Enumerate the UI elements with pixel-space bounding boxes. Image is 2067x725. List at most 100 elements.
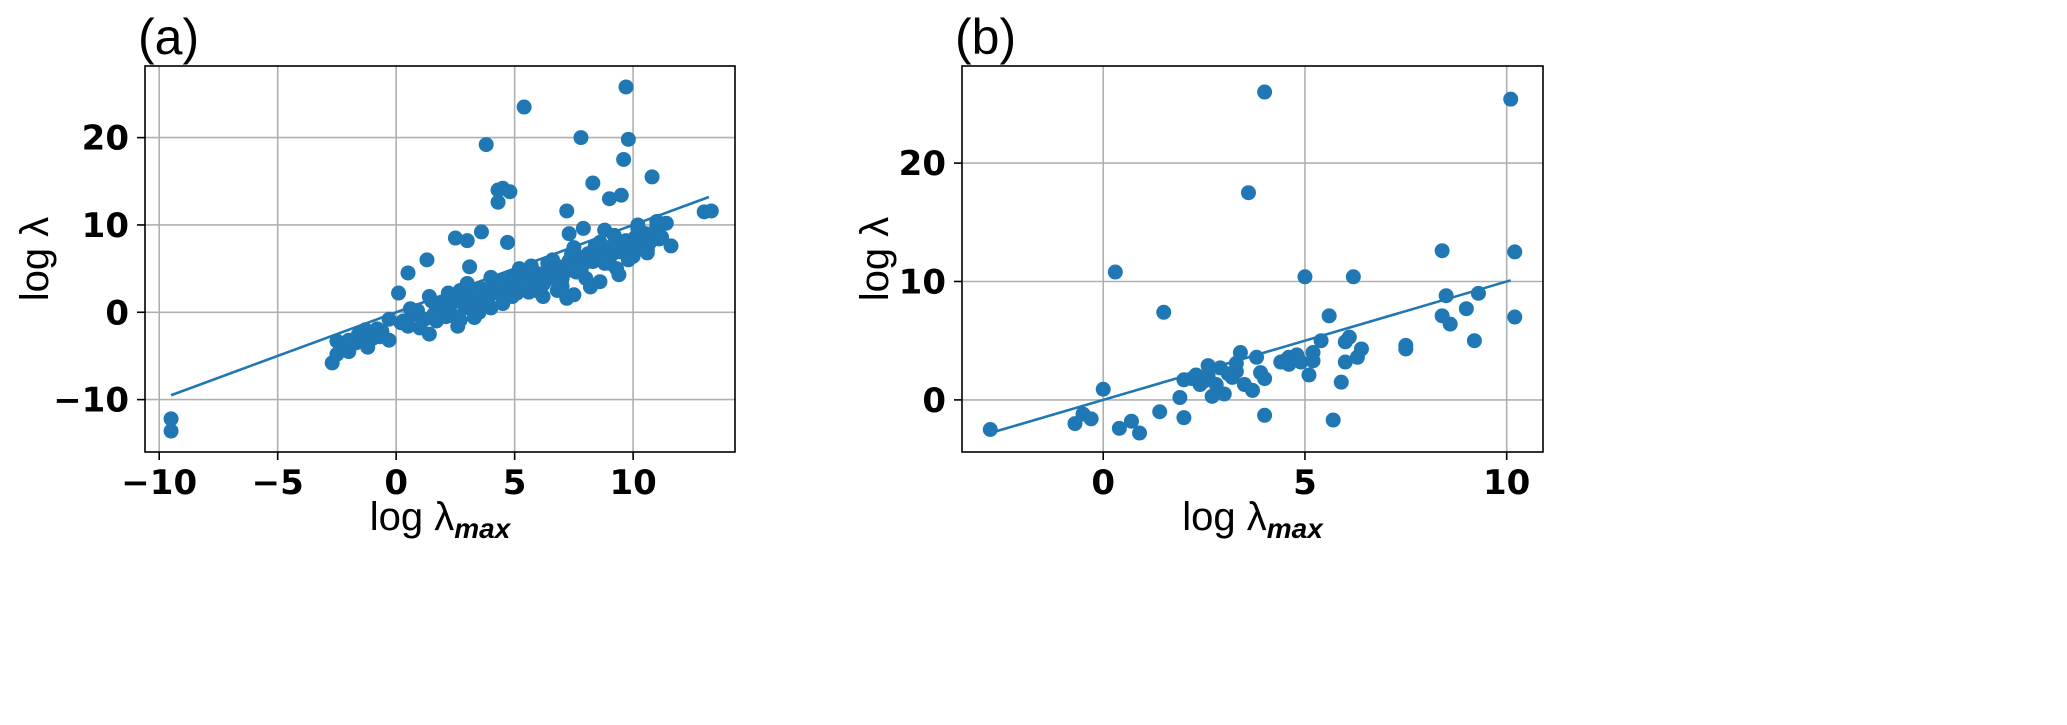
data-point [644, 169, 660, 185]
x-tick-label: −10 [121, 463, 197, 503]
data-point [1132, 425, 1148, 441]
data-point [663, 238, 679, 254]
x-tick-label: 0 [1091, 463, 1115, 503]
data-point [490, 194, 506, 210]
x-axis-label-main: log λ [370, 495, 455, 539]
data-point [490, 278, 506, 294]
data-point [573, 130, 589, 146]
x-axis-label-subscript: max [454, 513, 511, 544]
data-point [1313, 333, 1329, 349]
data-point [630, 217, 646, 233]
data-point [620, 131, 636, 147]
data-point [1200, 358, 1216, 374]
data-point [549, 273, 565, 289]
x-axis-label: log λmax [370, 495, 512, 544]
y-tick-label: 20 [899, 144, 946, 184]
data-point [500, 234, 516, 250]
data-point [1337, 354, 1353, 370]
y-tick-label: 10 [82, 206, 129, 246]
data-point [1123, 413, 1139, 429]
data-point [1503, 91, 1519, 107]
x-axis-label-subscript: max [1267, 513, 1324, 544]
data-point [402, 301, 418, 317]
data-point [559, 203, 575, 219]
data-point [1240, 185, 1256, 201]
data-point [1434, 243, 1450, 259]
data-point [1273, 354, 1289, 370]
data-point [1156, 304, 1172, 320]
data-point [391, 285, 407, 301]
data-point [1297, 269, 1313, 285]
data-point [611, 267, 627, 283]
x-tick-label: 0 [384, 463, 408, 503]
data-point [585, 175, 601, 191]
data-point [1083, 411, 1099, 427]
x-axis-label: log λmax [1182, 495, 1324, 544]
data-point [341, 332, 357, 348]
data-point [535, 289, 551, 305]
y-tick-label: 20 [82, 119, 129, 159]
data-point [1301, 367, 1317, 383]
data-point [597, 255, 613, 271]
data-point [459, 233, 475, 249]
data-point [504, 289, 520, 305]
y-tick-label: 0 [105, 293, 129, 333]
data-point [1442, 316, 1458, 332]
data-point [1111, 420, 1127, 436]
y-axis-label: log λ [853, 217, 897, 302]
data-point [1216, 386, 1232, 402]
x-tick-label: 10 [1483, 463, 1530, 503]
data-point [412, 320, 428, 336]
data-point [561, 226, 577, 242]
x-tick-label: 5 [503, 463, 527, 503]
data-point [393, 315, 409, 331]
data-point [620, 252, 636, 268]
data-point [1353, 341, 1369, 357]
data-point [1204, 388, 1220, 404]
y-tick-label: 10 [899, 262, 946, 302]
x-tick-label: 10 [609, 463, 656, 503]
data-point [1232, 345, 1248, 361]
data-point [1172, 390, 1188, 406]
data-point [649, 213, 665, 229]
data-point [1507, 309, 1523, 325]
data-point [1325, 412, 1341, 428]
data-point [1249, 349, 1265, 365]
data-point [1245, 382, 1260, 398]
data-point [516, 99, 532, 115]
data-point [1341, 329, 1357, 345]
data-point [163, 423, 179, 439]
y-tick-label: −10 [53, 381, 129, 421]
data-point [1321, 308, 1337, 324]
panel-label: (b) [955, 9, 1016, 65]
data-point [1398, 337, 1414, 353]
data-point [400, 265, 416, 281]
fit-line [170, 195, 710, 397]
data-point [1220, 366, 1236, 382]
data-point [502, 184, 518, 200]
data-point [606, 227, 622, 243]
data-point [447, 230, 463, 246]
data-point [1293, 354, 1309, 370]
data-point [163, 411, 179, 427]
data-point [514, 275, 530, 291]
x-tick-label: −5 [252, 463, 304, 503]
data-point [1107, 264, 1123, 280]
data-point [1257, 84, 1273, 100]
data-point [575, 220, 591, 236]
data-point [381, 311, 397, 327]
x-axis-label-main: log λ [1182, 495, 1267, 539]
data-point [440, 285, 456, 301]
data-point [573, 262, 589, 278]
data-point [1152, 404, 1168, 420]
data-point [639, 245, 655, 261]
data-point [564, 247, 580, 263]
data-point [616, 151, 632, 167]
data-point [1507, 244, 1523, 260]
data-point [540, 255, 556, 271]
data-point [452, 312, 468, 328]
data-point [1257, 407, 1273, 423]
